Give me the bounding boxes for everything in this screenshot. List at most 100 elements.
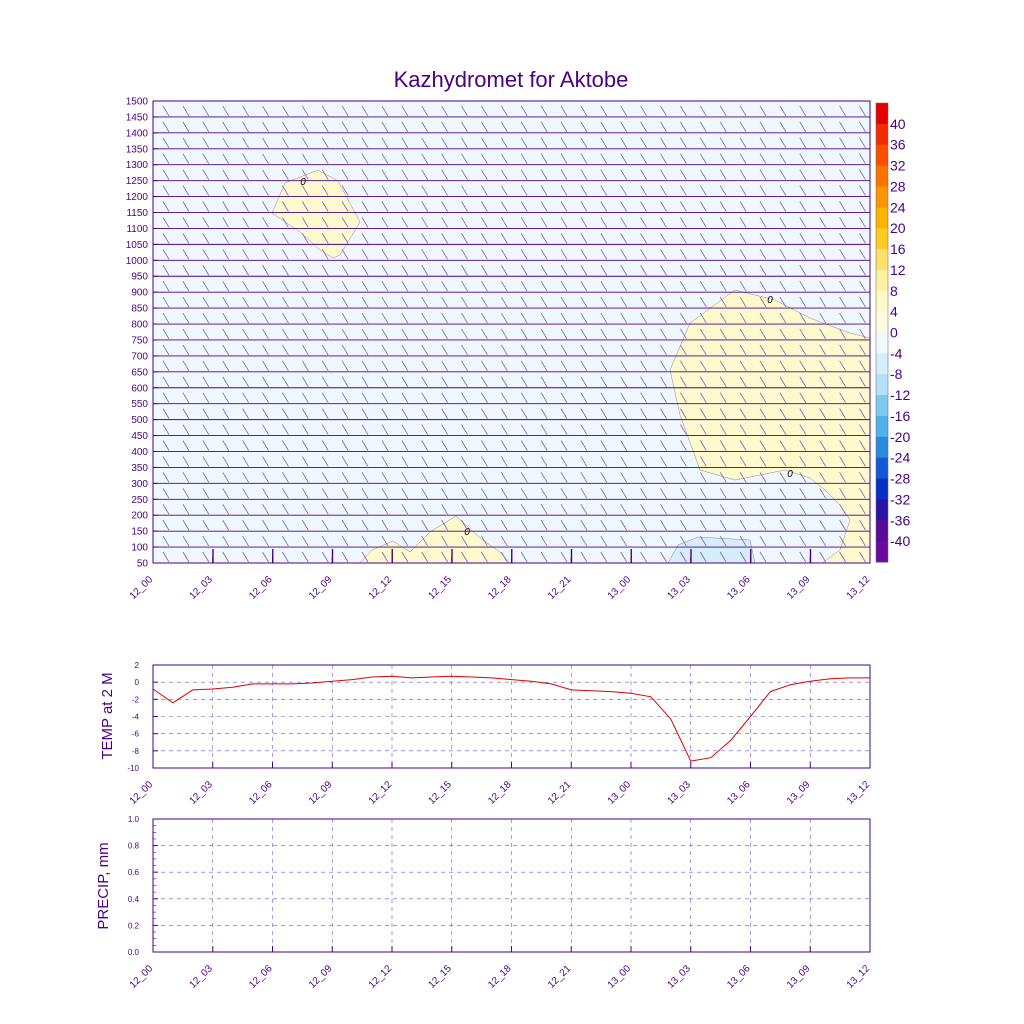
wind-barb	[361, 488, 369, 499]
wind-barb	[441, 551, 448, 563]
colorbar-label: -32	[890, 491, 910, 507]
wind-barb	[361, 217, 369, 228]
wind-barb	[282, 280, 289, 292]
wind-barb	[381, 105, 389, 117]
wind-barb	[819, 233, 827, 244]
wind-barb	[421, 121, 429, 133]
wind-barb	[719, 280, 727, 292]
wind-barb	[242, 296, 249, 308]
wind-barb	[301, 440, 309, 451]
wind-barb	[361, 535, 369, 547]
wind-barb	[381, 488, 389, 499]
wind-barb	[401, 488, 409, 499]
wind-barb	[839, 376, 846, 387]
wind-barb	[680, 440, 687, 451]
y-tick-label: 200	[131, 511, 148, 522]
wind-barb	[441, 535, 448, 547]
x-tick-label: 12_15	[426, 779, 454, 807]
x-tick-label: 12_18	[486, 963, 514, 991]
wind-barb	[242, 328, 249, 340]
wind-barb	[759, 519, 767, 531]
wind-barb	[719, 201, 727, 212]
wind-barb	[401, 392, 409, 403]
wind-barb	[441, 312, 448, 324]
wind-barb	[759, 265, 767, 276]
wind-barb	[600, 280, 608, 292]
wind-barb	[600, 488, 608, 499]
wind-barb	[560, 519, 568, 531]
wind-barb	[461, 551, 468, 563]
wind-barb	[839, 265, 846, 276]
x-tick-label: 12_09	[307, 574, 335, 602]
wind-barb	[301, 312, 309, 324]
wind-barb	[262, 296, 269, 308]
wind-barb	[361, 551, 369, 563]
wind-barb	[660, 328, 667, 340]
wind-barb	[739, 551, 747, 563]
wind-barb	[441, 233, 448, 244]
y-tick-label: 0.6	[128, 868, 140, 877]
wind-barb	[759, 153, 767, 164]
colorbar-label: 28	[890, 178, 906, 194]
wind-barb	[321, 249, 329, 260]
wind-barb	[699, 392, 707, 403]
wind-barb	[859, 296, 866, 308]
wind-barb	[660, 249, 667, 260]
wind-barb	[321, 137, 329, 148]
wind-barb	[222, 504, 230, 515]
wind-barb	[600, 392, 608, 403]
wind-barb	[580, 472, 588, 483]
wind-barb	[222, 312, 230, 324]
wind-barb	[461, 153, 468, 164]
wind-barb	[182, 137, 190, 148]
wind-barb	[640, 344, 647, 356]
wind-barb	[719, 153, 727, 164]
wind-barb	[739, 376, 747, 387]
wind-barb	[222, 265, 230, 276]
wind-barb	[620, 344, 628, 356]
wind-barb	[282, 185, 289, 196]
wind-barb	[640, 137, 647, 148]
temp-series-line	[152, 675, 870, 762]
wind-barb	[640, 328, 647, 340]
wind-barb	[500, 472, 508, 483]
wind-barb	[779, 328, 787, 340]
wind-barb	[600, 296, 608, 308]
wind-barb	[600, 153, 608, 164]
wind-barb	[799, 424, 807, 435]
wind-barb	[640, 392, 647, 403]
wind-barb	[680, 217, 687, 228]
colorbar-label: 12	[890, 262, 906, 278]
wind-barb	[859, 344, 866, 356]
wind-barb	[381, 185, 389, 196]
wind-barb	[381, 456, 389, 467]
wind-barb	[660, 376, 667, 387]
wind-barb	[799, 249, 807, 260]
x-tick-label: 12_09	[307, 963, 335, 991]
wind-barb	[680, 408, 687, 419]
y-tick-label: -2	[132, 695, 140, 704]
wind-barb	[600, 121, 608, 133]
wind-barb	[859, 153, 866, 164]
wind-barb	[759, 392, 767, 403]
wind-barb	[640, 424, 647, 435]
wind-barb	[620, 153, 628, 164]
wind-barb	[222, 185, 230, 196]
colorbar-label: 40	[890, 116, 906, 132]
wind-barb	[779, 217, 787, 228]
wind-barb	[859, 535, 866, 547]
wind-barb	[202, 488, 210, 499]
colorbar-label: -8	[890, 366, 903, 382]
wind-barb	[381, 296, 389, 308]
wind-barb	[341, 551, 349, 563]
wind-barb	[500, 408, 508, 419]
wind-barb	[560, 280, 568, 292]
wind-barb	[759, 551, 767, 563]
wind-barb	[540, 456, 548, 467]
wind-barb	[321, 280, 329, 292]
wind-barb	[699, 440, 707, 451]
wind-barb	[779, 408, 787, 419]
wind-barb	[222, 424, 230, 435]
wind-barb	[580, 519, 588, 531]
wind-barb	[500, 376, 508, 387]
